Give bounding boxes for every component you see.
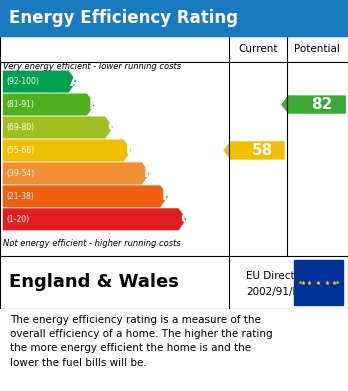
Text: 2002/91/EC: 2002/91/EC (246, 287, 307, 297)
Polygon shape (3, 93, 95, 116)
Text: E: E (144, 167, 153, 180)
Text: (1-20): (1-20) (6, 215, 29, 224)
Bar (294, 260, 343, 305)
Polygon shape (3, 185, 168, 207)
Text: D: D (125, 143, 137, 158)
Text: The energy efficiency rating is a measure of the
overall efficiency of a home. T: The energy efficiency rating is a measur… (10, 315, 273, 368)
Text: Energy Efficiency Rating: Energy Efficiency Rating (9, 9, 238, 27)
Text: (81-91): (81-91) (6, 100, 34, 109)
Text: (21-38): (21-38) (6, 192, 34, 201)
Polygon shape (3, 117, 113, 138)
Text: Potential: Potential (294, 44, 340, 54)
Text: B: B (89, 97, 100, 111)
Text: 58: 58 (251, 143, 273, 158)
Text: Very energy efficient - lower running costs: Very energy efficient - lower running co… (3, 62, 182, 71)
Polygon shape (3, 70, 76, 93)
Polygon shape (223, 141, 285, 160)
Polygon shape (3, 208, 186, 230)
Text: (55-68): (55-68) (6, 146, 34, 155)
Polygon shape (3, 140, 131, 161)
Text: C: C (107, 120, 117, 135)
Text: F: F (162, 189, 172, 203)
Text: (92-100): (92-100) (6, 77, 39, 86)
Text: (69-80): (69-80) (6, 123, 34, 132)
Text: EU Directive: EU Directive (246, 271, 310, 281)
Text: G: G (180, 212, 192, 226)
Text: 82: 82 (311, 97, 332, 112)
Text: Current: Current (238, 44, 278, 54)
Polygon shape (3, 162, 150, 185)
Polygon shape (281, 95, 346, 114)
Text: A: A (70, 75, 81, 89)
Text: Not energy efficient - higher running costs: Not energy efficient - higher running co… (3, 239, 181, 248)
Text: England & Wales: England & Wales (9, 273, 179, 292)
Text: (39-54): (39-54) (6, 169, 34, 178)
